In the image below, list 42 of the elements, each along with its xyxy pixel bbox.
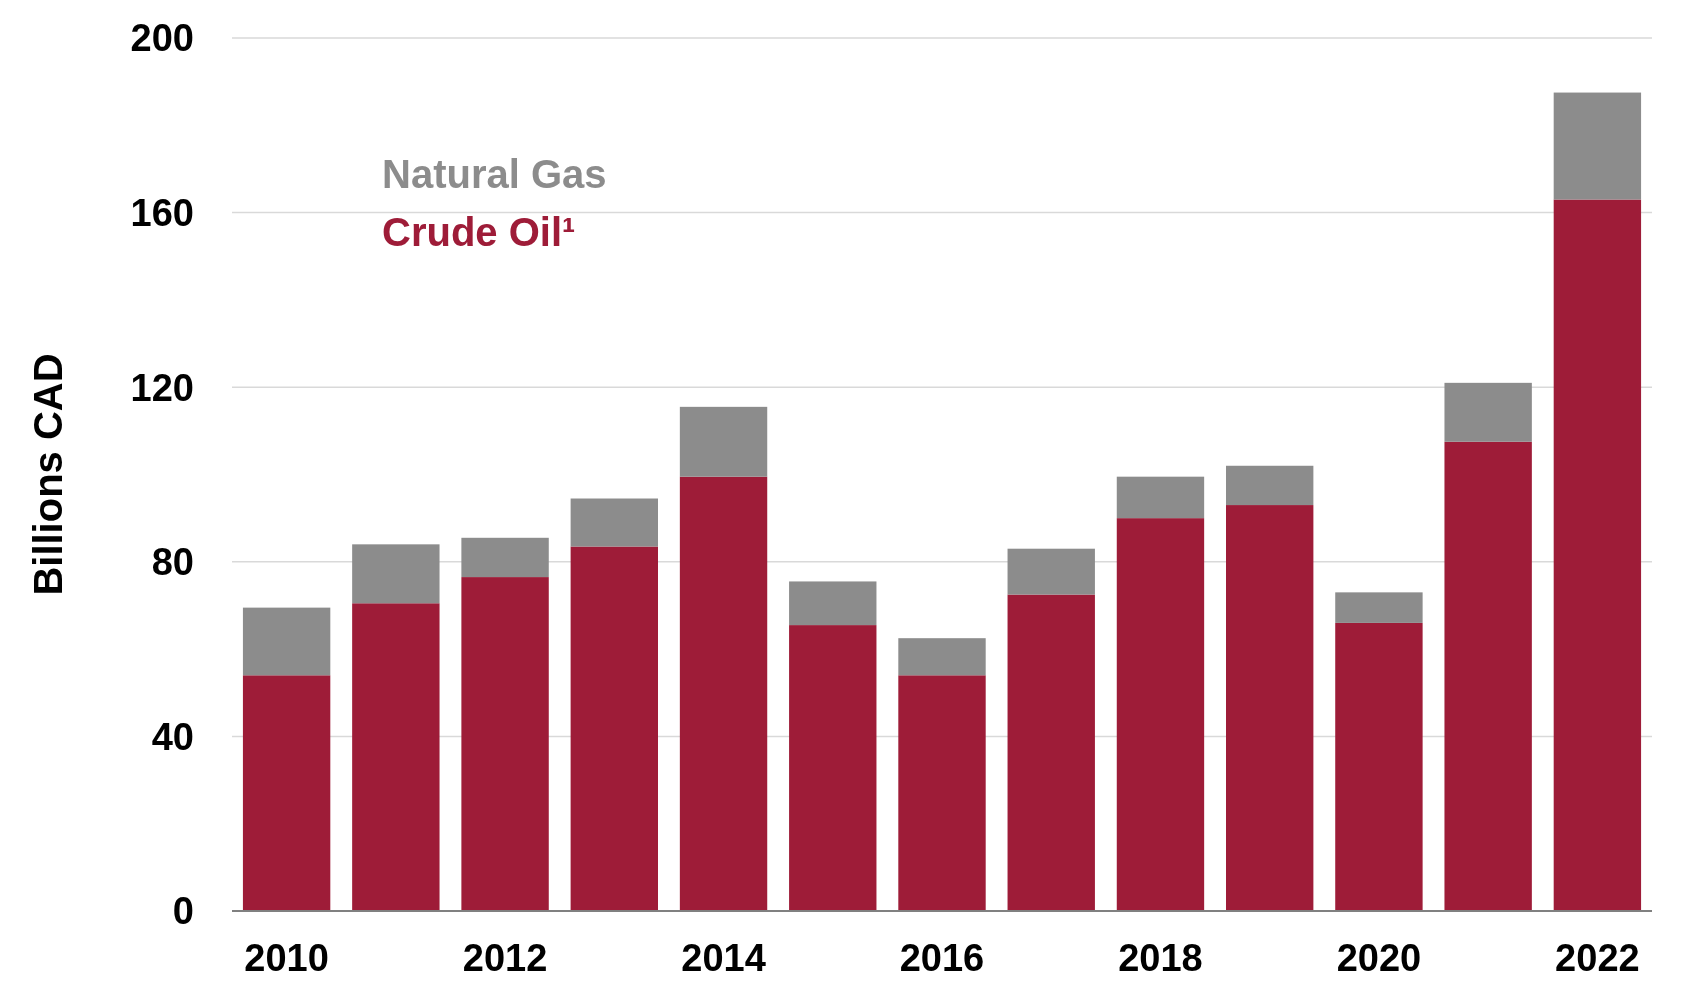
bar [242,675,331,911]
bar [461,537,549,578]
x-tick-label: 2014 [681,937,766,979]
bar [1226,465,1314,506]
bar [1553,199,1642,911]
y-tick-label: 200 [130,17,194,60]
text: Natural Gas [382,152,607,196]
bar [898,675,986,911]
bar [1553,92,1642,200]
bar [1116,518,1205,911]
y-tick-label: 160 [130,191,194,234]
bar [352,603,440,911]
y-axis-title: Billions CAD [26,353,70,596]
y-tick-label: 120 [130,366,194,409]
x-tick-label: 2016 [899,937,985,979]
bar [1444,441,1532,911]
bar [898,638,986,676]
x-tick-label: 2018 [1118,937,1203,979]
x-tick-label: 2022 [1555,937,1640,979]
y-tick-label: 80 [151,541,194,584]
bar [1444,382,1532,442]
bar [570,546,658,911]
x-tick-label: 2020 [1336,937,1422,979]
bar [1116,476,1205,519]
bar [789,625,877,911]
bar [1007,548,1095,595]
bar [789,581,877,626]
bar [352,544,440,604]
bar [679,476,768,911]
bar [679,406,768,477]
x-tick-label: 2012 [462,937,548,979]
y-tick-label: 0 [172,890,194,933]
bar [1007,594,1095,911]
bar [1226,505,1314,911]
y-tick-label: 40 [151,715,194,758]
bar [461,577,549,911]
bar [1335,592,1423,623]
bar [242,607,331,676]
x-tick-label: 2010 [244,937,329,979]
text: Crude Oil¹ [382,210,576,254]
bar [570,498,658,547]
bar [1335,622,1423,911]
